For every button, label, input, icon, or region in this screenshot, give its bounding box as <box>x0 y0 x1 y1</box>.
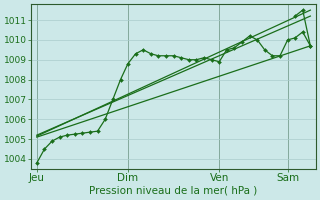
X-axis label: Pression niveau de la mer( hPa ): Pression niveau de la mer( hPa ) <box>90 186 258 196</box>
